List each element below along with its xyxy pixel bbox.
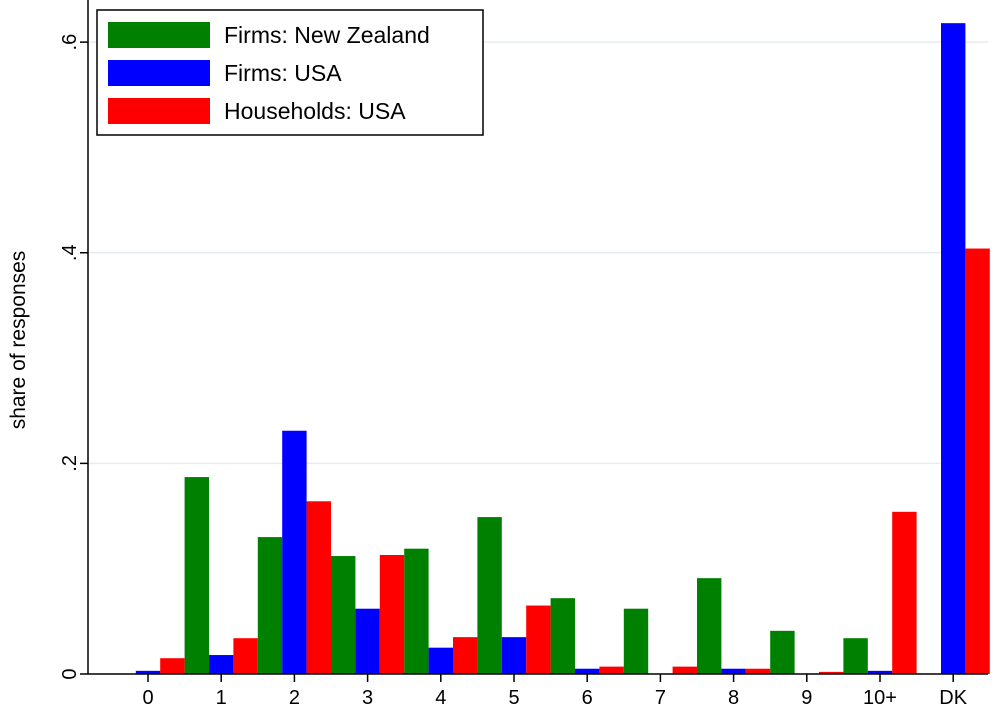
- bar-0-series-3: [160, 658, 185, 674]
- bar-2-series-3: [306, 501, 331, 674]
- legend-swatch: [108, 98, 210, 124]
- x-tick-label: 2: [289, 687, 300, 709]
- bar-10+-series-1: [843, 638, 868, 674]
- bar-1-series-3: [233, 638, 258, 674]
- legend-label: Firms: New Zealand: [224, 22, 430, 48]
- x-tick-label: 10+: [863, 687, 897, 709]
- bar-3-series-2: [355, 608, 380, 674]
- x-tick-label: 8: [728, 687, 739, 709]
- bar-5-series-2: [501, 637, 527, 674]
- x-ticks: 0 1 2 3 4 5 6 7 8 9 10+ DK: [142, 674, 968, 709]
- x-tick-label: 0: [142, 687, 153, 709]
- bar-1-series-1: [184, 477, 209, 674]
- y-tick-label: 0: [59, 668, 81, 679]
- bar-2-series-2: [282, 430, 307, 674]
- bar-6-series-3: [599, 666, 624, 674]
- bar-1-series-2: [209, 655, 234, 674]
- bar-6-series-1: [550, 598, 575, 674]
- bar-8-series-1: [697, 578, 722, 674]
- x-tick-label: DK: [939, 687, 967, 709]
- bar-4-series-1: [404, 548, 429, 674]
- bar-2-series-1: [257, 537, 283, 674]
- legend-swatch: [108, 22, 210, 48]
- legend-swatch: [108, 60, 210, 86]
- bar-5-series-1: [477, 517, 502, 674]
- y-axis-title: share of responses: [7, 251, 30, 430]
- x-tick-label: 1: [216, 687, 227, 709]
- y-tick-label: .6: [59, 34, 81, 51]
- bar-6-series-2: [575, 668, 600, 674]
- x-tick-label: 7: [655, 687, 666, 709]
- x-tick-label: 5: [508, 687, 519, 709]
- bars: [135, 23, 990, 674]
- bar-0-series-2: [135, 670, 161, 674]
- bar-7-series-3: [672, 666, 697, 674]
- x-tick-label: 6: [582, 687, 593, 709]
- y-ticks: 0 .2 .4 .6: [59, 34, 88, 680]
- bar-8-series-2: [721, 668, 746, 674]
- bar-DK-series-3: [965, 248, 990, 674]
- x-tick-label: 3: [362, 687, 373, 709]
- x-tick-label: 9: [801, 687, 812, 709]
- bar-10+-series-2: [867, 670, 893, 674]
- bar-9-series-3: [819, 671, 844, 674]
- bar-10+-series-3: [892, 511, 917, 674]
- legend-label: Households: USA: [224, 98, 406, 124]
- y-tick-label: .2: [59, 455, 81, 472]
- legend: Firms: New Zealand Firms: USA Households: …: [96, 9, 484, 136]
- y-tick-label: .4: [59, 244, 81, 261]
- bar-4-series-2: [428, 647, 453, 674]
- bar-7-series-1: [623, 608, 649, 674]
- bar-4-series-3: [453, 637, 478, 674]
- legend-label: Firms: USA: [224, 60, 342, 86]
- bar-3-series-3: [379, 554, 405, 674]
- bar-8-series-3: [745, 668, 771, 674]
- bar-DK-series-2: [941, 23, 966, 674]
- bar-3-series-1: [331, 556, 356, 674]
- bar-5-series-3: [526, 605, 551, 674]
- x-tick-label: 4: [435, 687, 446, 709]
- bar-9-series-1: [770, 630, 795, 674]
